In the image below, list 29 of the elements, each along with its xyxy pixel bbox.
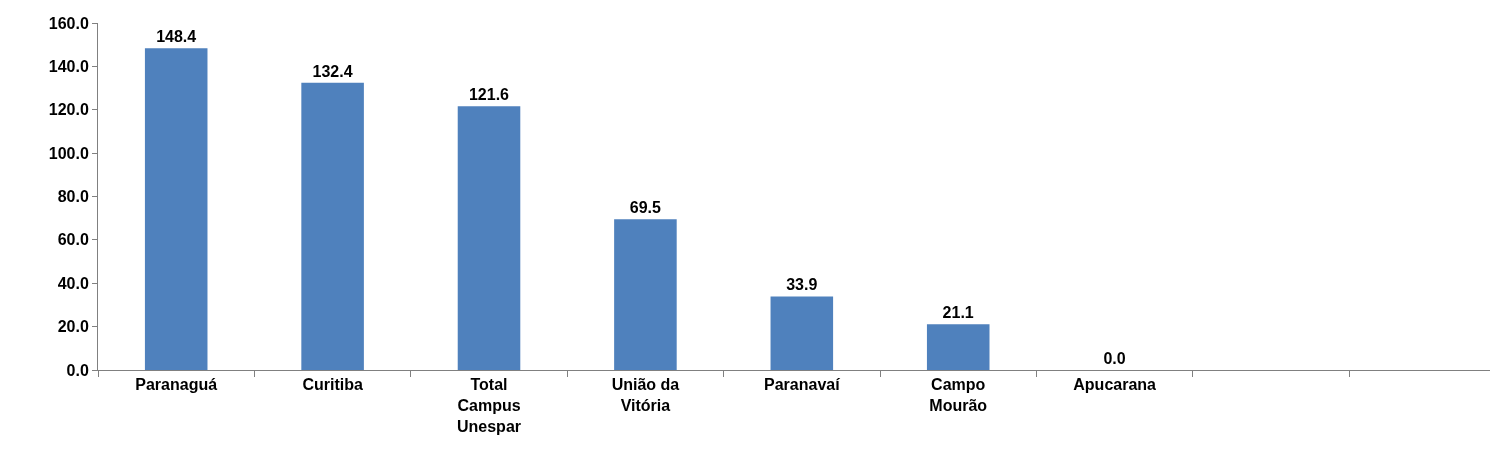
y-tick-label: 20.0 bbox=[57, 318, 89, 336]
data-label: 21.1 bbox=[942, 304, 974, 322]
data-label: 33.9 bbox=[786, 276, 818, 294]
data-label: 0.0 bbox=[1103, 350, 1126, 367]
y-tick-label: 0.0 bbox=[66, 361, 89, 379]
y-tick-label: 140.0 bbox=[48, 57, 89, 75]
bar bbox=[770, 296, 834, 370]
y-tick-label: 60.0 bbox=[57, 231, 89, 249]
data-label: 148.4 bbox=[156, 28, 197, 46]
data-label: 121.6 bbox=[468, 86, 510, 104]
y-tick-label: 120.0 bbox=[48, 101, 89, 119]
bar bbox=[926, 324, 990, 370]
y-tick-label: 100.0 bbox=[48, 144, 89, 162]
bar bbox=[144, 48, 208, 370]
bar bbox=[614, 219, 677, 370]
x-tick-label: Paranavaí bbox=[764, 376, 841, 394]
x-tick-label: União da Vitória bbox=[611, 376, 680, 414]
data-label: 69.5 bbox=[629, 199, 662, 217]
y-tick-label: 160.0 bbox=[48, 14, 89, 32]
x-tick-label: Total Campus Unespar bbox=[456, 376, 522, 435]
y-tick-label: 80.0 bbox=[57, 188, 89, 206]
y-tick-label: 40.0 bbox=[57, 274, 89, 292]
bar bbox=[457, 106, 521, 370]
x-tick-label: Paranaguá bbox=[135, 376, 218, 394]
x-tick-label: Apucarana bbox=[1073, 376, 1157, 394]
x-tick-label: Campo Mourão bbox=[929, 376, 988, 414]
x-tick-label: Curitiba bbox=[302, 376, 363, 394]
data-label: 132.4 bbox=[312, 62, 353, 80]
bar bbox=[301, 82, 364, 370]
